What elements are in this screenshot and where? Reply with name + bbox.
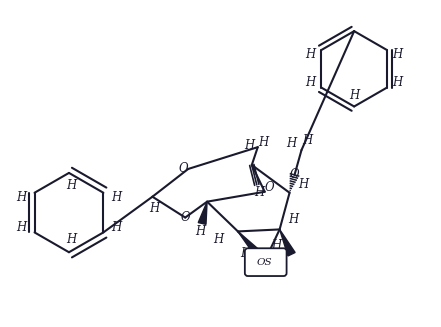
Text: H: H xyxy=(244,139,254,152)
Text: H: H xyxy=(66,233,76,246)
Text: H: H xyxy=(306,76,316,89)
Text: H: H xyxy=(272,239,282,252)
Text: O: O xyxy=(265,181,274,194)
Text: H: H xyxy=(66,179,76,192)
Text: H: H xyxy=(306,48,316,61)
Text: H: H xyxy=(254,186,265,199)
Text: H: H xyxy=(288,213,299,226)
Text: H: H xyxy=(258,136,269,149)
Text: H: H xyxy=(16,221,27,234)
Polygon shape xyxy=(238,232,269,265)
FancyBboxPatch shape xyxy=(245,248,287,276)
Text: H: H xyxy=(392,76,403,89)
Text: H: H xyxy=(392,48,403,61)
Text: H: H xyxy=(111,221,121,234)
Text: H: H xyxy=(240,247,250,260)
Text: OS: OS xyxy=(257,258,273,267)
Text: H: H xyxy=(195,225,205,238)
Text: H: H xyxy=(149,202,160,215)
Text: H: H xyxy=(286,137,297,150)
Text: H: H xyxy=(349,89,359,102)
Text: H: H xyxy=(299,178,309,191)
Text: O: O xyxy=(180,211,190,224)
Text: O: O xyxy=(290,168,299,181)
Text: H: H xyxy=(111,191,121,204)
Text: H: H xyxy=(16,191,27,204)
Polygon shape xyxy=(280,230,295,256)
Polygon shape xyxy=(198,202,207,224)
Text: H: H xyxy=(213,233,223,246)
Text: H: H xyxy=(303,134,313,147)
Text: O: O xyxy=(179,163,188,176)
